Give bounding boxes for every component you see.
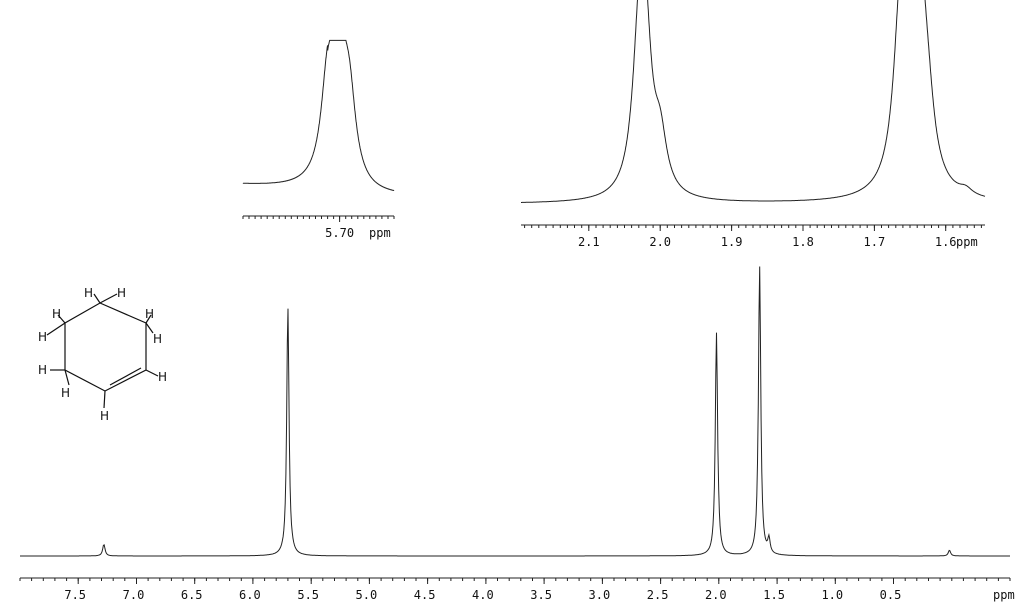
bond-c3-h [145,369,159,377]
main-tick-label: 7.5 [64,588,86,602]
inset-2-1-to-1-6-trace [521,0,986,203]
main-tick-label: 6.5 [181,588,203,602]
inset-5-70-tick-label: 5.70 [325,226,354,240]
main-tick-label: 3.0 [589,588,611,602]
bond-c5-h [64,369,70,386]
bond-c2-h [145,322,154,334]
inset-2-1-to-1-6-tick-label: 2.1 [578,235,600,249]
main-tick-label: 7.0 [123,588,145,602]
main-tick-label: 4.0 [472,588,494,602]
bond-c1-h [93,293,101,304]
cyclohexene-ring [64,302,147,392]
bond-c6-h [57,314,66,324]
bond-c1-h [99,293,118,304]
inset-2-1-to-1-6-tick-label: 1.6 [935,235,957,249]
inset-5-70-x-axis-label: ppm [369,226,391,240]
atom-label-h: H [153,332,162,346]
main-spectrum-trace [20,266,1010,557]
inset-2-1-to-1-6-tick-label: 1.8 [792,235,814,249]
main-tick-label: 0.5 [880,588,902,602]
inset-2-1-to-1-6-tick-label: 1.7 [864,235,886,249]
cyclohexene-structure: H H H H H H H H H H [38,286,167,423]
bond-c4-h [103,390,106,409]
inset-5-70-x-ticks: 5.70 [242,216,395,240]
bond-c6-h [46,322,66,336]
atom-label-h: H [145,307,154,321]
inset-5-70-trace [242,39,395,191]
atom-label-h: H [84,286,93,300]
main-tick-label: 4.5 [414,588,436,602]
atom-label-h: H [61,386,70,400]
main-tick-label: 6.0 [239,588,261,602]
main-x-axis-label: ppm [993,588,1015,602]
main-tick-label: 5.0 [356,588,378,602]
inset-spectrum-2-1-to-1-6: 2.1 2.0 1.9 1.8 1.7 1.6 ppm [521,0,986,249]
main-x-ticks: 7.5 7.0 6.5 6.0 5.5 5.0 4.5 4.0 3.5 3.0 2.5 2.0 1.5 1… [19,578,1011,602]
atom-label-h: H [158,370,167,384]
atom-label-h: H [117,286,126,300]
main-tick-label: 1.0 [821,588,843,602]
atom-label-h: H [38,363,47,377]
atom-label-h: H [100,409,109,423]
inset-2-1-to-1-6-tick-label: 1.9 [721,235,743,249]
bond-c2-h [145,314,152,324]
main-tick-label: 5.5 [297,588,319,602]
double-bond-line [109,367,142,386]
main-spectrum: 7.5 7.0 6.5 6.0 5.5 5.0 4.5 4.0 3.5 3.0 2.5 2.0 1.5 1… [19,266,1015,602]
main-tick-label: 2.0 [705,588,727,602]
main-tick-label: 3.5 [530,588,552,602]
inset-2-1-to-1-6-tick-label: 2.0 [649,235,671,249]
atom-label-h: H [52,307,61,321]
main-tick-label: 1.5 [763,588,785,602]
inset-2-1-to-1-6-x-ticks: 2.1 2.0 1.9 1.8 1.7 1.6 [524,225,982,249]
main-tick-label: 2.5 [647,588,669,602]
inset-2-1-to-1-6-x-axis-label: ppm [956,235,978,249]
atom-label-h: H [38,330,47,344]
inset-spectrum-5-70: 5.70 ppm [242,39,395,240]
